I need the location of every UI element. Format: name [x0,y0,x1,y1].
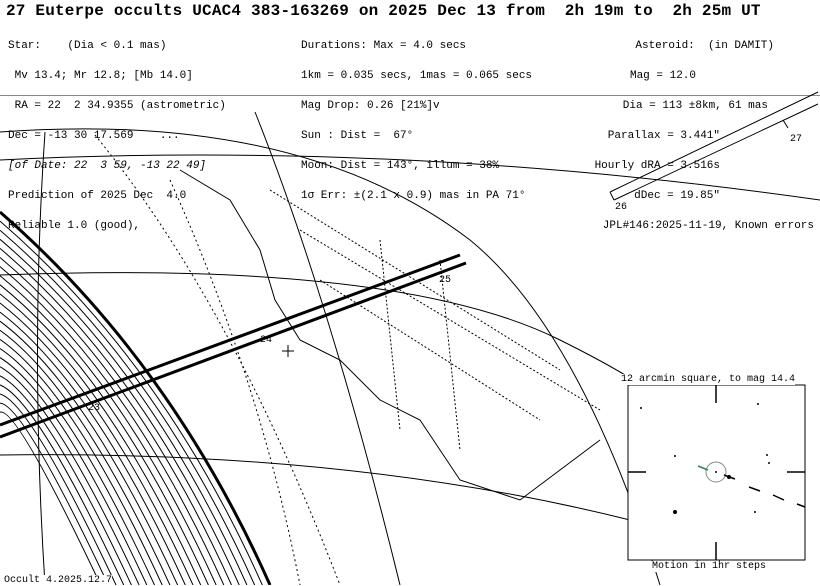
software-version: Occult 4.2025.12.7 [4,575,113,586]
hatch-line [0,338,163,585]
hatch-line [0,266,225,585]
star-line: RA = 22 2 34.9355 (astrometric) [8,100,226,112]
hatch-line [0,384,125,585]
inset-ticks [628,385,805,560]
earth-limb [0,128,661,585]
divider [0,95,820,96]
event-line: Sun : Dist = 67° [301,130,414,142]
event-line: 1σ Err: ±(2.1 x 0.9) mas in PA 71° [301,190,526,202]
event-info: Durations: Max = 4.0 secs 1km = 0.035 se… [301,21,532,211]
meridian-line [37,131,46,585]
state-borders [269,189,601,451]
hatch-line [0,275,217,585]
asteroid-line: Hourly dRA = 3.516s [594,160,720,172]
hatch-line [0,284,209,585]
path-label: 23 [88,403,101,414]
hatch-line [0,357,148,585]
hatch-line [0,229,256,585]
asteroid-info: Asteroid: (in DAMIT) Mag = 12.0 Dia = 11… [595,21,814,241]
hatch-line [0,302,194,585]
path-label: 24 [260,335,273,346]
hatch-line [0,411,102,585]
hatch-line [0,248,240,585]
meridian-line [254,111,401,585]
center-cross [282,345,294,357]
meridian-dotted [94,134,341,585]
star-line: Mv 13.4; Mr 12.8; [Mb 14.0] [8,70,193,82]
event-line: Durations: Max = 4.0 secs [301,40,467,52]
hatch-line [0,320,179,585]
hatch-line [0,257,232,585]
inset-stars [640,403,770,514]
page-title: 27 Euterpe occults UCAC4 383-163269 on 2… [6,2,761,20]
meridian-dotted [169,179,301,585]
event-line: Mag Drop: 0.26 [21%]v [301,100,440,112]
hatch-line [0,393,117,585]
hatch-line [0,311,186,585]
hatch-line [0,375,132,585]
box-label: 27 [790,134,803,145]
motion-green [697,465,709,471]
asteroid-line: dDec = 19.85" [634,190,720,202]
hatch-line [0,293,202,585]
path-north-limit [0,253,461,427]
asteroid-line: Dia = 113 ±8km, 61 mas [622,100,768,112]
hatch-line [0,348,155,585]
star-line: Dec = -13 30 17.569 ... [8,130,180,142]
coastline [179,169,601,501]
inset-caption: Motion in 1hr steps [652,561,767,572]
hatch-line [0,366,140,585]
hatch-line [0,329,171,585]
path-south-limit [0,261,467,439]
latitude-line [0,154,820,201]
star-line: Reliable 1.0 (good), [8,220,141,232]
star-line: [of Date: 22 3 59, -13 22 49] [8,160,207,172]
hatch-line [0,238,248,585]
star-line: Star: (Dia < 0.1 mas) [8,40,167,52]
asteroid-circle [705,461,727,483]
event-line: 1km = 0.035 secs, 1mas = 0.065 secs [301,70,533,82]
latitude-line [0,272,641,386]
asteroid-line: JPL#146:2025-11-19, Known errors [602,220,814,232]
asteroid-line: Parallax = 3.441" [607,130,720,142]
box-label: 26 [615,202,628,213]
asteroid-line: Asteroid: (in DAMIT) [635,40,774,52]
event-line: Moon: Dist = 143°, illum = 38% [301,160,500,172]
asteroid-line: Mag = 12.0 [629,70,696,82]
shadow-hatching [0,220,263,585]
inset-title: 12 arcmin square, to mag 14.4 [621,374,796,385]
latitude-line [0,454,631,521]
path-label: 25 [439,275,452,286]
path-extension-box [609,91,819,201]
